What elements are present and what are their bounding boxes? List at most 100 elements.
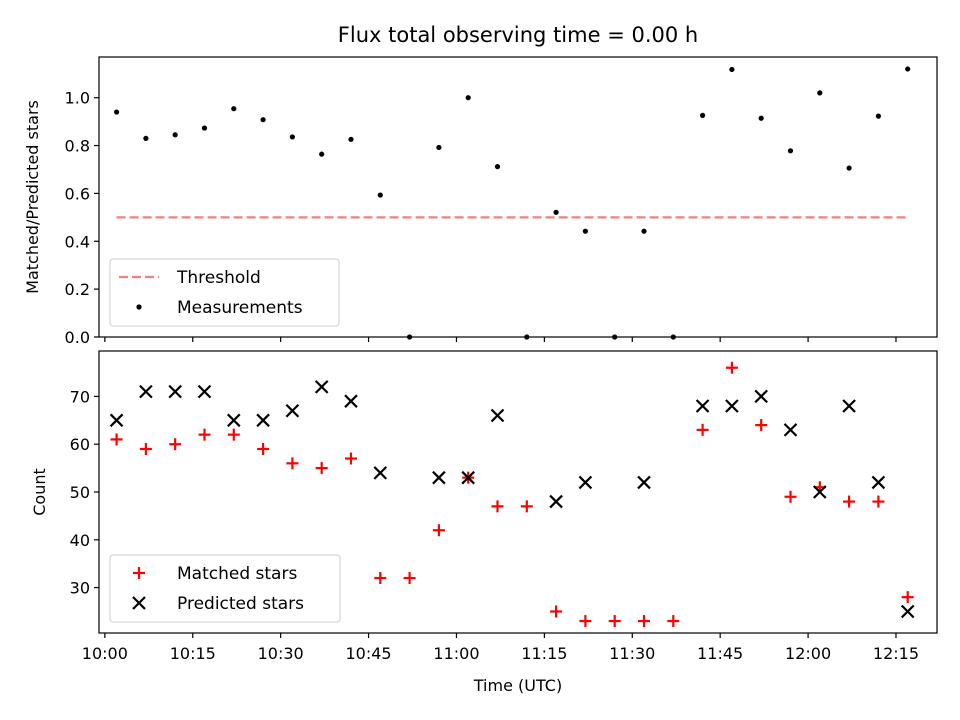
measurement-point <box>553 209 559 215</box>
measurement-point <box>231 106 237 112</box>
measurement-point <box>172 132 178 138</box>
x-tick-label: 11:30 <box>609 644 655 663</box>
measurement-point <box>465 95 471 101</box>
predicted-stars-point <box>314 380 329 394</box>
x-axis-label: Time (UTC) <box>473 676 562 695</box>
ratio-y-tick-label: 0.4 <box>65 232 90 251</box>
measurement-point <box>582 228 588 234</box>
measurement-point <box>377 192 383 198</box>
count-y-tick-label: 60 <box>70 435 90 454</box>
x-tick-label: 10:00 <box>82 644 128 663</box>
measurement-point <box>817 90 823 96</box>
count-panel: 30 40 50 60 70 10:00 10:15 10:30 10:45 11:00 11:1… <box>30 350 938 695</box>
predicted-stars-point <box>139 384 153 399</box>
matched-stars-point <box>286 457 299 470</box>
measurement-point <box>260 117 266 123</box>
count-legend: Matched stars Predicted stars <box>109 554 341 623</box>
measurements-legend-label: Measurements <box>177 298 303 318</box>
measurement-point <box>143 135 149 141</box>
count-plot-frame <box>98 350 938 634</box>
predicted-stars-point <box>227 413 241 428</box>
predicted-stars-point <box>461 470 475 485</box>
count-plot-area <box>109 361 915 628</box>
predicted-stars-point <box>900 604 915 619</box>
predicted-stars-point <box>813 485 827 499</box>
measurement-point <box>494 164 501 170</box>
measurements-legend-marker <box>136 304 142 310</box>
matched-stars-point <box>843 495 856 508</box>
matched-stars-point <box>110 433 123 446</box>
count-y-tick-label: 30 <box>70 579 90 598</box>
x-tick-label: 11:45 <box>697 644 743 663</box>
measurement-point <box>436 144 442 151</box>
predicted-stars-point <box>842 399 856 413</box>
predicted-stars-point <box>725 399 739 413</box>
matched-stars-point <box>755 419 768 432</box>
ratio-y-tick-label: 0.8 <box>65 137 90 156</box>
ratio-legend-box <box>109 258 340 327</box>
ratio-y-tick-label: 1.0 <box>65 89 90 108</box>
predicted-stars-point <box>783 423 798 437</box>
matched-stars-point <box>784 490 797 503</box>
count-y-tick-label: 70 <box>70 387 90 406</box>
matched-stars-point <box>198 428 211 441</box>
measurement-point <box>905 66 911 72</box>
count-y-axis: 30 40 50 60 70 <box>70 387 99 598</box>
measurement-point <box>319 151 325 157</box>
matched-stars-point <box>139 442 152 455</box>
matched-stars-point <box>432 524 445 537</box>
measurement-point <box>348 136 354 142</box>
matched-stars-point <box>550 605 563 618</box>
predicted-stars-point <box>256 413 270 428</box>
x-tick-label: 12:00 <box>785 644 831 663</box>
count-y-axis-label: Count <box>30 468 49 516</box>
x-tick-label: 10:15 <box>170 644 216 663</box>
predicted-stars-point <box>754 389 768 404</box>
count-x-axis: 10:00 10:15 10:30 10:45 11:00 11:15 11:30 11:45… <box>82 633 919 663</box>
matched-stars-point <box>227 428 240 441</box>
threshold-legend-label: Threshold <box>176 268 261 288</box>
matched-stars-point <box>579 615 592 628</box>
ratio-y-axis: 0.0 0.2 0.4 0.6 0.8 1.0 <box>65 89 99 347</box>
predicted-stars-point <box>373 466 388 480</box>
ratio-legend: Threshold Measurements <box>109 258 340 327</box>
count-y-tick-label: 40 <box>70 531 90 550</box>
matched-stars-point <box>872 495 885 508</box>
measurement-point <box>289 134 295 140</box>
ratio-y-tick-label: 0.0 <box>65 328 90 347</box>
measurement-point <box>641 228 647 234</box>
predicted-stars-point <box>168 384 182 399</box>
ratio-panel: 0.0 0.2 0.4 0.6 0.8 1.0 Matched/Predicted sta… <box>23 56 938 347</box>
matched-stars-point <box>725 361 738 374</box>
x-tick-label: 12:15 <box>873 644 919 663</box>
matched-stars-point <box>696 423 709 436</box>
predicted-stars-point <box>549 494 563 509</box>
ratio-y-tick-label: 0.6 <box>65 184 90 203</box>
predicted-stars-point <box>578 475 593 490</box>
ratio-x-ticks <box>104 337 897 342</box>
predicted-stars-legend-marker <box>132 596 146 610</box>
matched-stars-point <box>344 452 357 465</box>
measurement-point <box>113 109 120 115</box>
matched-stars-point <box>520 500 533 513</box>
predicted-stars-point <box>285 403 300 418</box>
matched-stars-point <box>901 591 914 604</box>
ratio-plot-frame <box>98 56 938 338</box>
predicted-stars-point <box>871 475 886 490</box>
matched-stars-legend-label: Matched stars <box>177 564 297 584</box>
predicted-stars-point <box>695 399 710 413</box>
measurement-point <box>875 113 881 119</box>
matched-stars-point <box>403 572 416 585</box>
matched-stars-point <box>667 615 680 628</box>
predicted-stars-point <box>109 413 124 428</box>
ratio-y-tick-label: 0.2 <box>65 280 90 299</box>
count-legend-box <box>109 554 341 623</box>
predicted-stars-point <box>432 470 446 485</box>
measurement-point <box>699 112 706 118</box>
measurement-point <box>846 165 852 171</box>
predicted-stars-point <box>490 408 505 423</box>
matched-stars-legend-marker <box>133 567 145 579</box>
x-tick-label: 10:45 <box>346 644 392 663</box>
predicted-stars-legend-label: Predicted stars <box>177 594 304 614</box>
